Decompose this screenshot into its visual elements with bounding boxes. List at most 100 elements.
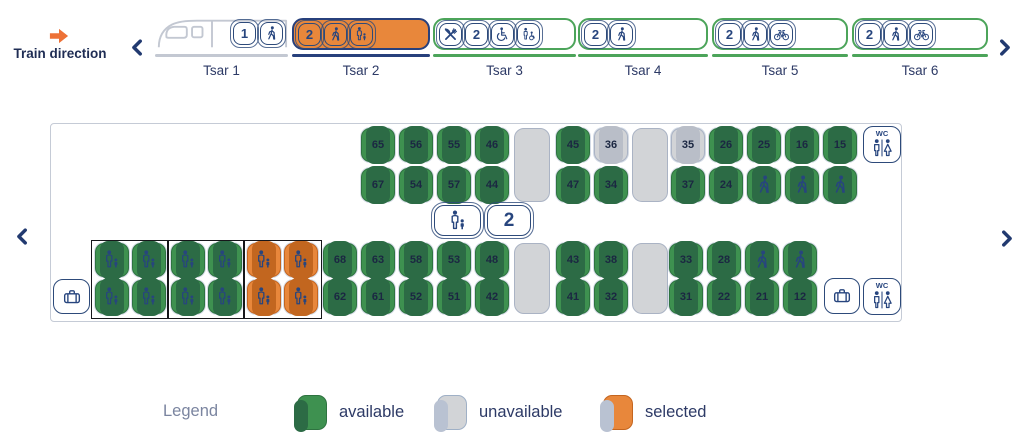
family-seat[interactable] [132, 241, 166, 279]
family-seat[interactable] [284, 278, 318, 316]
seat-24[interactable]: 24 [709, 166, 743, 204]
family-seat[interactable] [208, 241, 242, 279]
car-tsar-1-locomotive[interactable] [155, 17, 288, 50]
train-direction-label: Train direction [13, 46, 107, 61]
seat-47[interactable]: 47 [556, 166, 590, 204]
seat-32[interactable]: 32 [594, 278, 628, 316]
restaurant-icon [444, 27, 458, 40]
adult-child-icon [106, 250, 118, 268]
adult-child-zone-badge [431, 202, 484, 239]
seat-68[interactable]: 68 [323, 241, 357, 279]
adult-child-icon [356, 26, 366, 40]
legend-title: Legend [163, 402, 219, 420]
walker-icon [892, 26, 900, 41]
seat-31[interactable]: 31 [669, 278, 703, 316]
wc-male-female-icon [874, 139, 892, 157]
seat-54[interactable]: 54 [399, 166, 433, 204]
seat-63[interactable]: 63 [361, 241, 395, 279]
seat-44[interactable]: 44 [475, 166, 509, 204]
badge-class-2: 2 [581, 19, 610, 49]
seat-51[interactable]: 51 [437, 278, 471, 316]
seat-46[interactable]: 46 [475, 126, 509, 164]
seat-48[interactable]: 48 [475, 241, 509, 279]
cars-scroll-left-chevron-icon[interactable] [129, 39, 143, 56]
priority-seat[interactable] [785, 166, 819, 204]
seat-21[interactable]: 21 [745, 278, 779, 316]
blocked-area [514, 128, 550, 202]
family-compartment-frame [244, 240, 322, 319]
badge-walker-icon [257, 19, 286, 48]
family-seat[interactable] [247, 241, 281, 279]
car-tab-tsar-2[interactable]: 2 [292, 18, 430, 50]
badge-walker-icon [741, 19, 770, 49]
adult-child-icon [219, 250, 231, 268]
train-head-icon [157, 19, 288, 48]
family-seat[interactable] [95, 278, 129, 316]
seat-61[interactable]: 61 [361, 278, 395, 316]
car-tab-tsar-5[interactable]: 2 [712, 18, 848, 50]
seat-67[interactable]: 67 [361, 166, 395, 204]
car-tsar-1-badges: 1 [230, 19, 286, 48]
wheelchair-icon [496, 26, 508, 41]
adult-child-icon [258, 287, 270, 305]
blocked-area [514, 243, 550, 314]
map-scroll-left-chevron-icon[interactable] [14, 228, 28, 245]
family-seat[interactable] [95, 241, 129, 279]
adult-child-icon [106, 287, 118, 305]
seat-52[interactable]: 52 [399, 278, 433, 316]
seat-53[interactable]: 53 [437, 241, 471, 279]
badge-class-2: 2 [715, 19, 744, 49]
suitcase-icon [833, 289, 851, 303]
seat-62[interactable]: 62 [323, 278, 357, 316]
priority-seat[interactable] [745, 241, 779, 279]
seat-65[interactable]: 65 [361, 126, 395, 164]
family-seat[interactable] [284, 241, 318, 279]
seat-16[interactable]: 16 [785, 126, 819, 164]
seat-33[interactable]: 33 [669, 241, 703, 279]
seat-12[interactable]: 12 [783, 278, 817, 316]
seat-57[interactable]: 57 [437, 166, 471, 204]
car-label: Tsar 3 [486, 63, 523, 78]
seat-37[interactable]: 37 [671, 166, 705, 204]
seat-26[interactable]: 26 [709, 126, 743, 164]
seat-43[interactable]: 43 [556, 241, 590, 279]
badge-wheelchair-icon [488, 19, 517, 49]
badge-restaurant-icon [436, 19, 465, 49]
wc-badge-bottom: WC [863, 278, 901, 315]
legend-item-selected: selected [600, 395, 706, 432]
seat-45[interactable]: 45 [556, 126, 590, 164]
seat-41[interactable]: 41 [556, 278, 590, 316]
adult-child-icon [143, 287, 155, 305]
class-2-zone-badge: 2 [484, 202, 534, 239]
seat-55[interactable]: 55 [437, 126, 471, 164]
seat-56[interactable]: 56 [399, 126, 433, 164]
priority-seat[interactable] [747, 166, 781, 204]
badge-bicycle-icon [907, 19, 936, 49]
family-seat[interactable] [247, 278, 281, 316]
car-underline [578, 54, 708, 57]
family-seat[interactable] [171, 278, 205, 316]
seat-58[interactable]: 58 [399, 241, 433, 279]
seat-22[interactable]: 22 [707, 278, 741, 316]
cars-scroll-right-chevron-icon[interactable] [999, 39, 1013, 56]
family-seat[interactable] [171, 241, 205, 279]
car-tab-tsar-6[interactable]: 2 [852, 18, 988, 50]
car-label: Tsar 4 [624, 63, 662, 78]
priority-seat[interactable] [783, 241, 817, 279]
seat-28[interactable]: 28 [707, 241, 741, 279]
map-scroll-right-chevron-icon[interactable] [1001, 230, 1015, 247]
family-seat[interactable] [208, 278, 242, 316]
seat-25[interactable]: 25 [747, 126, 781, 164]
priority-seat[interactable] [823, 166, 857, 204]
family-seat[interactable] [132, 278, 166, 316]
seat-34[interactable]: 34 [594, 166, 628, 204]
adult-child-icon [295, 287, 307, 305]
car-tab-tsar-3[interactable]: 2 [433, 18, 576, 50]
adult-child-icon [182, 287, 194, 305]
seat-42[interactable]: 42 [475, 278, 509, 316]
seat-36: 36 [594, 126, 628, 164]
seat-38[interactable]: 38 [594, 241, 628, 279]
wc-male-female-icon [874, 291, 892, 309]
car-tab-tsar-4[interactable]: 2 [578, 18, 708, 50]
seat-15[interactable]: 15 [823, 126, 857, 164]
